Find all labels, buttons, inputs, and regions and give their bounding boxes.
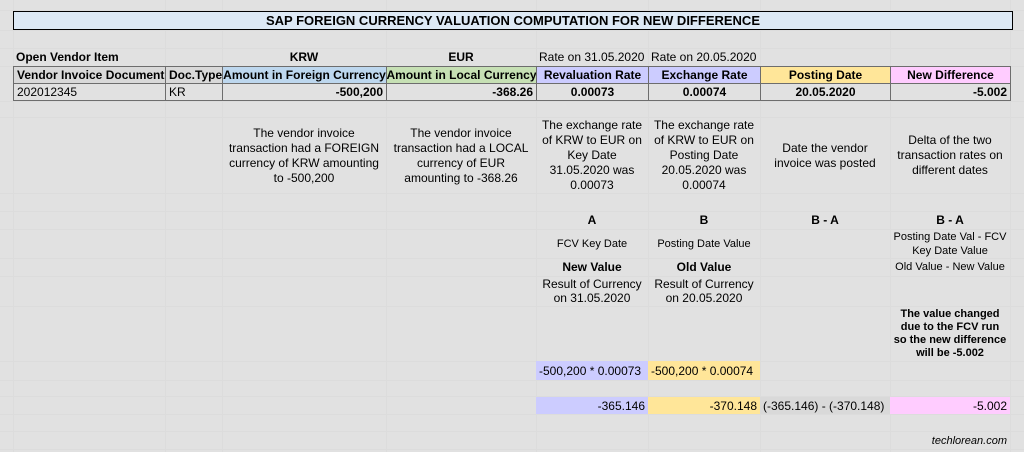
cell-revaluation-rate[interactable]: 0.00073	[536, 83, 649, 101]
gridline	[0, 117, 1024, 118]
result-expression[interactable]: (-365.146) - (-370.148)	[760, 397, 890, 414]
open-vendor-item-label: Open Vendor Item	[16, 50, 119, 64]
gridline	[760, 0, 761, 452]
gridline	[0, 48, 1024, 49]
caption-result-posting-date: Result of Currency on 20.05.2020	[654, 277, 754, 305]
gridline	[890, 0, 891, 452]
gridline	[0, 258, 1024, 259]
watermark: techlorean.com	[931, 434, 1007, 447]
formula-posting-date[interactable]: -500,200 * 0.00074	[648, 361, 760, 380]
header-amount-foreign: Amount in Foreign Currency	[222, 66, 387, 84]
gridline	[13, 0, 14, 452]
rate-posting-date-label: Rate on 20.05.2020	[651, 50, 757, 64]
gridline	[0, 414, 1024, 415]
formula-key-date[interactable]: -500,200 * 0.00073	[536, 361, 648, 380]
caption-old-minus-new: Old Value - New Value	[895, 261, 1005, 273]
caption-fcv-key-date: FCV Key Date	[556, 237, 628, 250]
header-exchange-rate: Exchange Rate	[648, 66, 761, 84]
gridline	[536, 0, 537, 452]
gridline	[386, 0, 387, 452]
cell-amount-foreign[interactable]: -500,200	[222, 83, 387, 101]
description-key-date-rate: The exchange rate of KRW to EUR on Key D…	[541, 118, 643, 192]
description-delta: Delta of the two transaction rates on di…	[897, 133, 1003, 177]
description-local-amount: The vendor invoice transaction had a LOC…	[393, 125, 529, 185]
caption-new-value: New Value	[562, 260, 622, 274]
gridline	[0, 306, 1024, 307]
gridline	[0, 396, 1024, 397]
result-posting-date[interactable]: -370.148	[648, 397, 760, 414]
eur-label: EUR	[448, 50, 474, 64]
header-new-difference: New Difference	[890, 66, 1011, 84]
header-posting-date: Posting Date	[760, 66, 891, 84]
cell-amount-local[interactable]: -368.26	[386, 83, 537, 101]
gridline	[0, 276, 1024, 277]
cell-vendor-invoice-document[interactable]: 202012345	[13, 83, 166, 101]
label-a: A	[587, 213, 597, 227]
gridline	[165, 0, 166, 452]
gridline	[0, 361, 1024, 362]
description-posting-rate: The exchange rate of KRW to EUR on Posti…	[653, 118, 755, 192]
sheet-title: SAP FOREIGN CURRENCY VALUATION COMPUTATI…	[13, 11, 1013, 30]
cell-posting-date[interactable]: 20.05.2020	[760, 83, 891, 101]
description-foreign-amount: The vendor invoice transaction had a FOR…	[228, 125, 380, 185]
gridline	[0, 30, 1024, 31]
cell-exchange-rate[interactable]: 0.00074	[648, 83, 761, 101]
gridline	[0, 431, 1024, 432]
caption-old-value: Old Value	[676, 260, 732, 274]
rate-key-date-label: Rate on 31.05.2020	[539, 50, 645, 64]
header-revaluation-rate: Revaluation Rate	[536, 66, 649, 84]
gridline	[0, 10, 1024, 11]
note-value-changed: The value changed due to the FCV run so …	[893, 307, 1007, 359]
gridline	[0, 229, 1024, 230]
caption-posting-date-value: Posting Date Value	[657, 237, 751, 250]
gridline	[0, 211, 1024, 212]
krw-label: KRW	[289, 50, 319, 64]
header-amount-local: Amount in Local Currency	[386, 66, 537, 84]
header-doc-type: Doc.Type	[165, 66, 223, 84]
description-posting-date: Date the vendor invoice was posted	[774, 140, 876, 170]
cell-doc-type[interactable]: KR	[165, 83, 223, 101]
caption-posting-minus-fcv: Posting Date Val - FCV Key Date Value	[893, 230, 1007, 257]
cell-new-difference[interactable]: -5.002	[890, 83, 1011, 101]
caption-result-key-date: Result of Currency on 31.05.2020	[542, 277, 642, 305]
label-b-minus-a-2: B - A	[936, 213, 964, 227]
gridline	[0, 193, 1024, 194]
gridline	[1010, 0, 1011, 452]
label-b-minus-a: B - A	[811, 213, 839, 227]
header-vendor-invoice-document: Vendor Invoice Document	[13, 66, 166, 84]
gridline	[222, 0, 223, 452]
gridline	[0, 380, 1024, 381]
gridline	[0, 449, 1024, 450]
result-difference[interactable]: -5.002	[890, 397, 1010, 414]
gridline	[0, 101, 1024, 102]
result-key-date[interactable]: -365.146	[536, 397, 648, 414]
label-b: B	[699, 213, 709, 227]
gridline	[648, 0, 649, 452]
